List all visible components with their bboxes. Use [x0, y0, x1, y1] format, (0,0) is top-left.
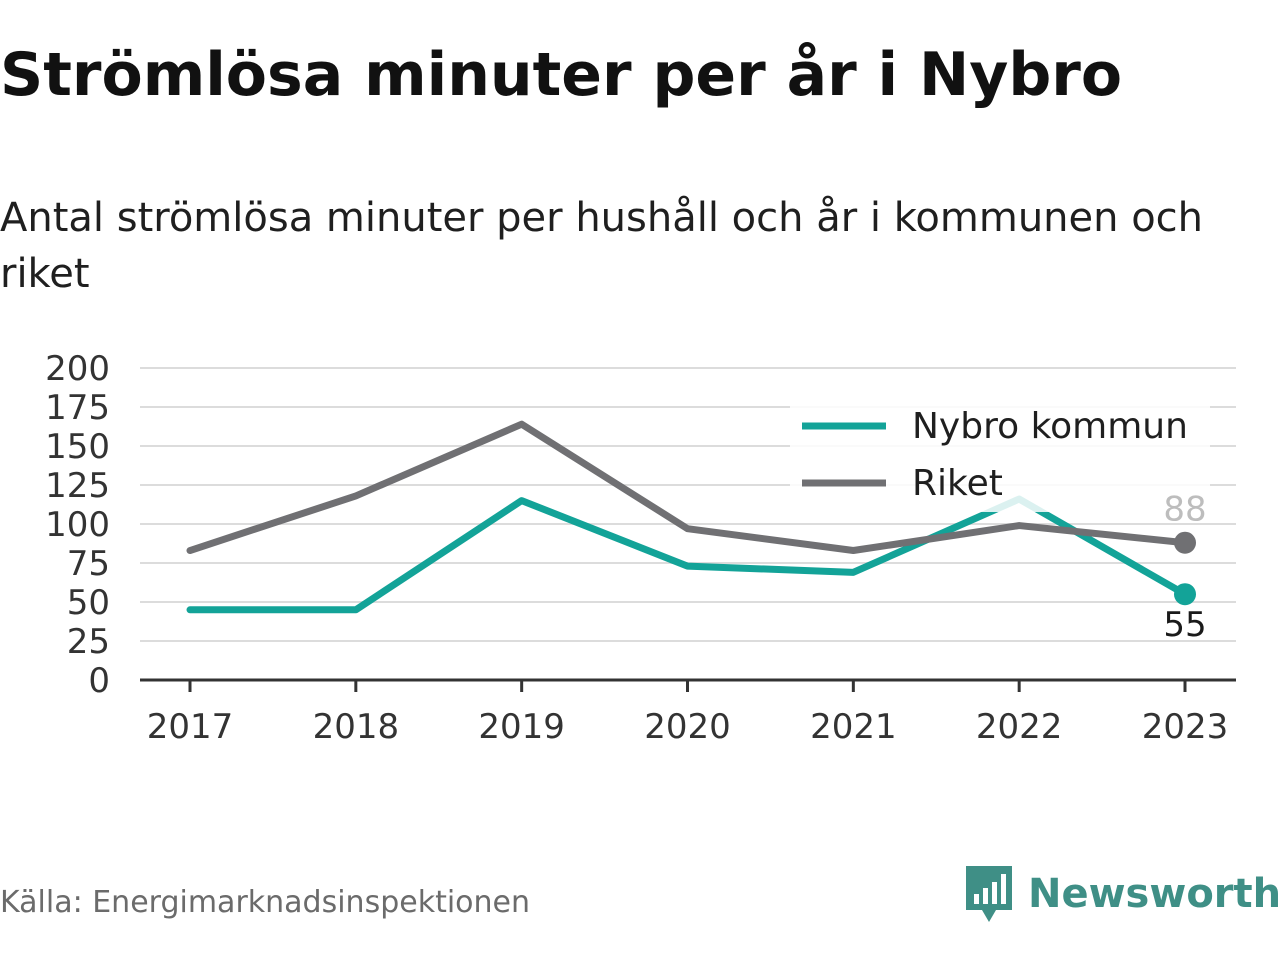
y-tick-label: 200 [45, 349, 110, 389]
legend-label: Nybro kommun [912, 406, 1188, 447]
x-tick-label: 2022 [976, 707, 1063, 747]
y-tick-label: 50 [67, 583, 110, 623]
legend-box [790, 400, 1210, 512]
brand-name: Newsworthy [1028, 871, 1280, 917]
series-line-riket [186, 420, 1189, 555]
legend-label: Riket [912, 463, 1003, 504]
x-tick-label: 2020 [644, 707, 731, 747]
y-tick-label: 100 [45, 505, 110, 545]
y-tick-label: 25 [67, 622, 110, 662]
series-line-nybro [186, 495, 1189, 614]
y-tick-label: 125 [45, 466, 110, 506]
x-tick-label: 2021 [810, 707, 897, 747]
data-point [1174, 531, 1196, 554]
y-tick-label: 0 [88, 661, 110, 701]
y-tick-label: 150 [45, 427, 110, 467]
chart-title: Strömlösa minuter per år i Nybro [0, 40, 1123, 110]
newsworthy-logo: Newsworthy [964, 864, 1280, 924]
data-point [1174, 583, 1196, 606]
x-tick-label: 2019 [478, 707, 565, 747]
y-tick-label: 175 [45, 388, 110, 428]
end-value-label-nybro: 55 [1163, 605, 1206, 645]
newsworthy-logo-icon [966, 866, 1012, 922]
x-tick-label: 2018 [313, 707, 400, 747]
x-tick-label: 2017 [147, 707, 234, 747]
source-note: Källa: Energimarknadsinspektionen [0, 885, 531, 920]
y-tick-label: 75 [67, 544, 110, 584]
end-value-label-riket: 88 [1163, 490, 1206, 530]
chart-subtitle: Antal strömlösa minuter per hushåll och … [0, 195, 1204, 297]
x-tick-label: 2023 [1142, 707, 1229, 747]
